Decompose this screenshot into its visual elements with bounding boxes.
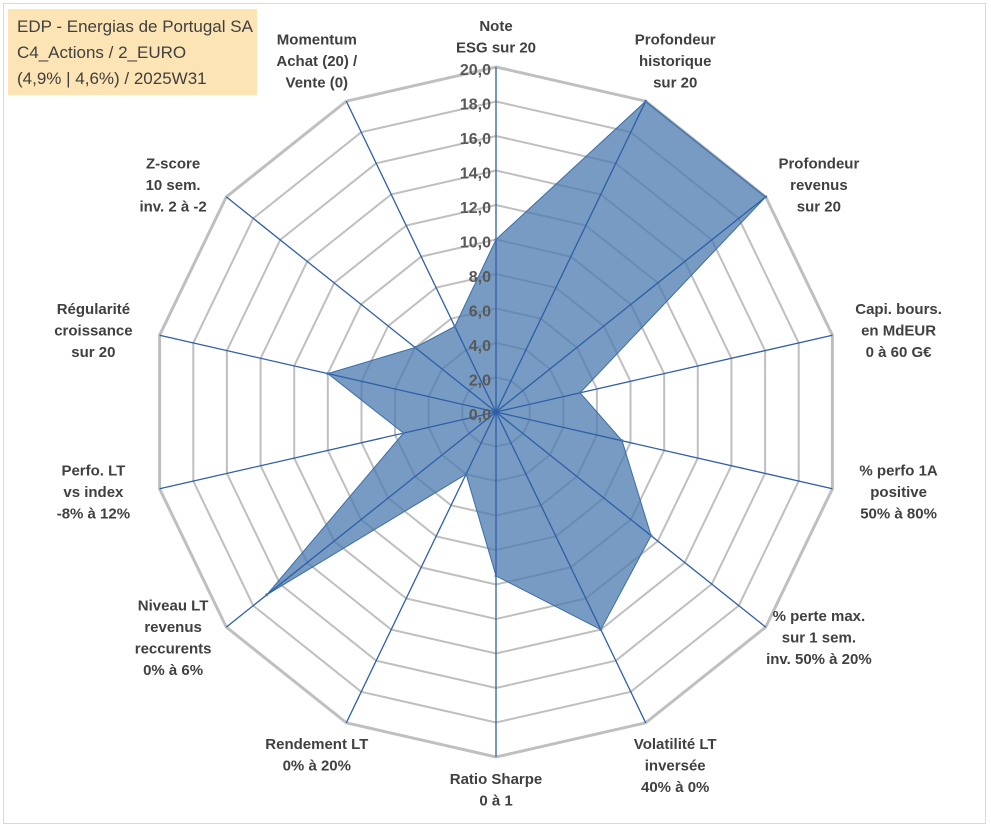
axis-label: ESG sur 20 — [456, 40, 536, 57]
chart-title-box: EDP - Energias de Portugal SA C4_Actions… — [8, 9, 257, 95]
axis-label: Profondeur — [778, 155, 859, 172]
data-point — [402, 431, 405, 435]
axis-label: Achat (20) / — [276, 53, 358, 70]
axis-label: Rendement LT — [265, 736, 368, 753]
data-point — [494, 238, 498, 241]
axis-label: Ratio Sharpe — [450, 771, 543, 788]
title-line-1: EDP - Energias de Portugal SA — [17, 17, 253, 36]
data-point — [644, 99, 648, 103]
axis-spoke — [495, 411, 647, 724]
axis-spoke — [345, 100, 497, 413]
axis-label: % perfo 1A — [859, 463, 938, 480]
axis-label: sur 20 — [653, 74, 697, 91]
axis-spoke — [495, 334, 833, 413]
axis-label: sur 20 — [71, 344, 115, 361]
tick-label: 8,0 — [469, 269, 491, 286]
axis-label: 0 à 1 — [479, 793, 512, 810]
axis-label: sur 20 — [797, 198, 841, 215]
tick-label: 20,0 — [460, 62, 491, 79]
axis-label: vs index — [63, 484, 124, 501]
tick-label: 14,0 — [460, 166, 491, 183]
axis-spoke — [495, 411, 767, 628]
data-point — [265, 593, 269, 597]
data-point — [764, 195, 768, 199]
axis-label: en MdEUR — [861, 323, 936, 340]
axis-label: revenus — [144, 619, 202, 636]
tick-label: 0,0 — [469, 407, 491, 424]
tick-label: 4,0 — [469, 338, 491, 355]
data-point — [453, 325, 457, 328]
axis-label: 0% à 6% — [143, 662, 203, 679]
data-point — [326, 372, 330, 376]
axis-label: revenus — [790, 177, 848, 194]
chart-frame — [3, 3, 986, 824]
tick-label: 18,0 — [460, 97, 491, 114]
axis-label: historique — [639, 53, 712, 70]
axis-label: inv. 2 à -2 — [139, 198, 206, 215]
axis-label: Capi. bours. — [855, 301, 942, 318]
axis-label: 0 à 60 G€ — [866, 344, 933, 361]
axis-label: 0% à 20% — [283, 758, 351, 775]
data-point — [494, 574, 498, 578]
data-point — [578, 391, 582, 395]
axis-label: 10 sem. — [146, 177, 201, 194]
axis-spoke — [225, 196, 497, 413]
data-point — [620, 439, 624, 443]
axis-label: Perfo. LT — [61, 463, 125, 480]
axis-label: Momentum — [277, 31, 357, 48]
tick-label: 16,0 — [460, 131, 491, 148]
axis-label: Niveau LT — [138, 597, 209, 614]
axis-spoke — [495, 196, 767, 413]
axis-label: -8% à 12% — [57, 506, 130, 523]
axis-label: Régularité — [57, 301, 130, 318]
axis-label: Profondeur — [635, 31, 716, 48]
axis-spoke — [345, 411, 497, 724]
axis-label: Note — [479, 18, 512, 35]
data-point — [464, 472, 468, 476]
axis-label: 50% à 80% — [860, 506, 937, 523]
axis-spoke — [225, 411, 497, 628]
axis-label: positive — [870, 484, 927, 501]
data-point — [649, 534, 653, 538]
axis-label: reccurents — [135, 640, 212, 657]
axis-spoke — [159, 411, 497, 490]
axis-label: Z-score — [146, 155, 200, 172]
tick-label: 2,0 — [469, 373, 491, 390]
axis-label: Vente (0) — [286, 74, 349, 91]
axis-label: inversée — [645, 758, 706, 775]
axis-label: inv. 50% à 20% — [766, 651, 872, 668]
axis-label: Volatilité LT — [634, 736, 717, 753]
axis-label: 40% à 0% — [641, 779, 709, 796]
axis-spoke — [495, 411, 833, 490]
axis-label: sur 1 sem. — [782, 630, 856, 647]
title-line-3: (4,9% | 4,6%) / 2025W31 — [17, 69, 207, 88]
axis-label: % perte max. — [773, 608, 866, 625]
tick-label: 6,0 — [469, 304, 491, 321]
data-point — [599, 628, 603, 632]
tick-label: 10,0 — [460, 235, 491, 252]
axis-label: croissance — [54, 323, 132, 340]
data-point — [413, 346, 417, 349]
axis-spoke — [495, 100, 647, 413]
tick-label: 12,0 — [460, 200, 491, 217]
title-line-2: C4_Actions / 2_EURO — [17, 43, 187, 62]
